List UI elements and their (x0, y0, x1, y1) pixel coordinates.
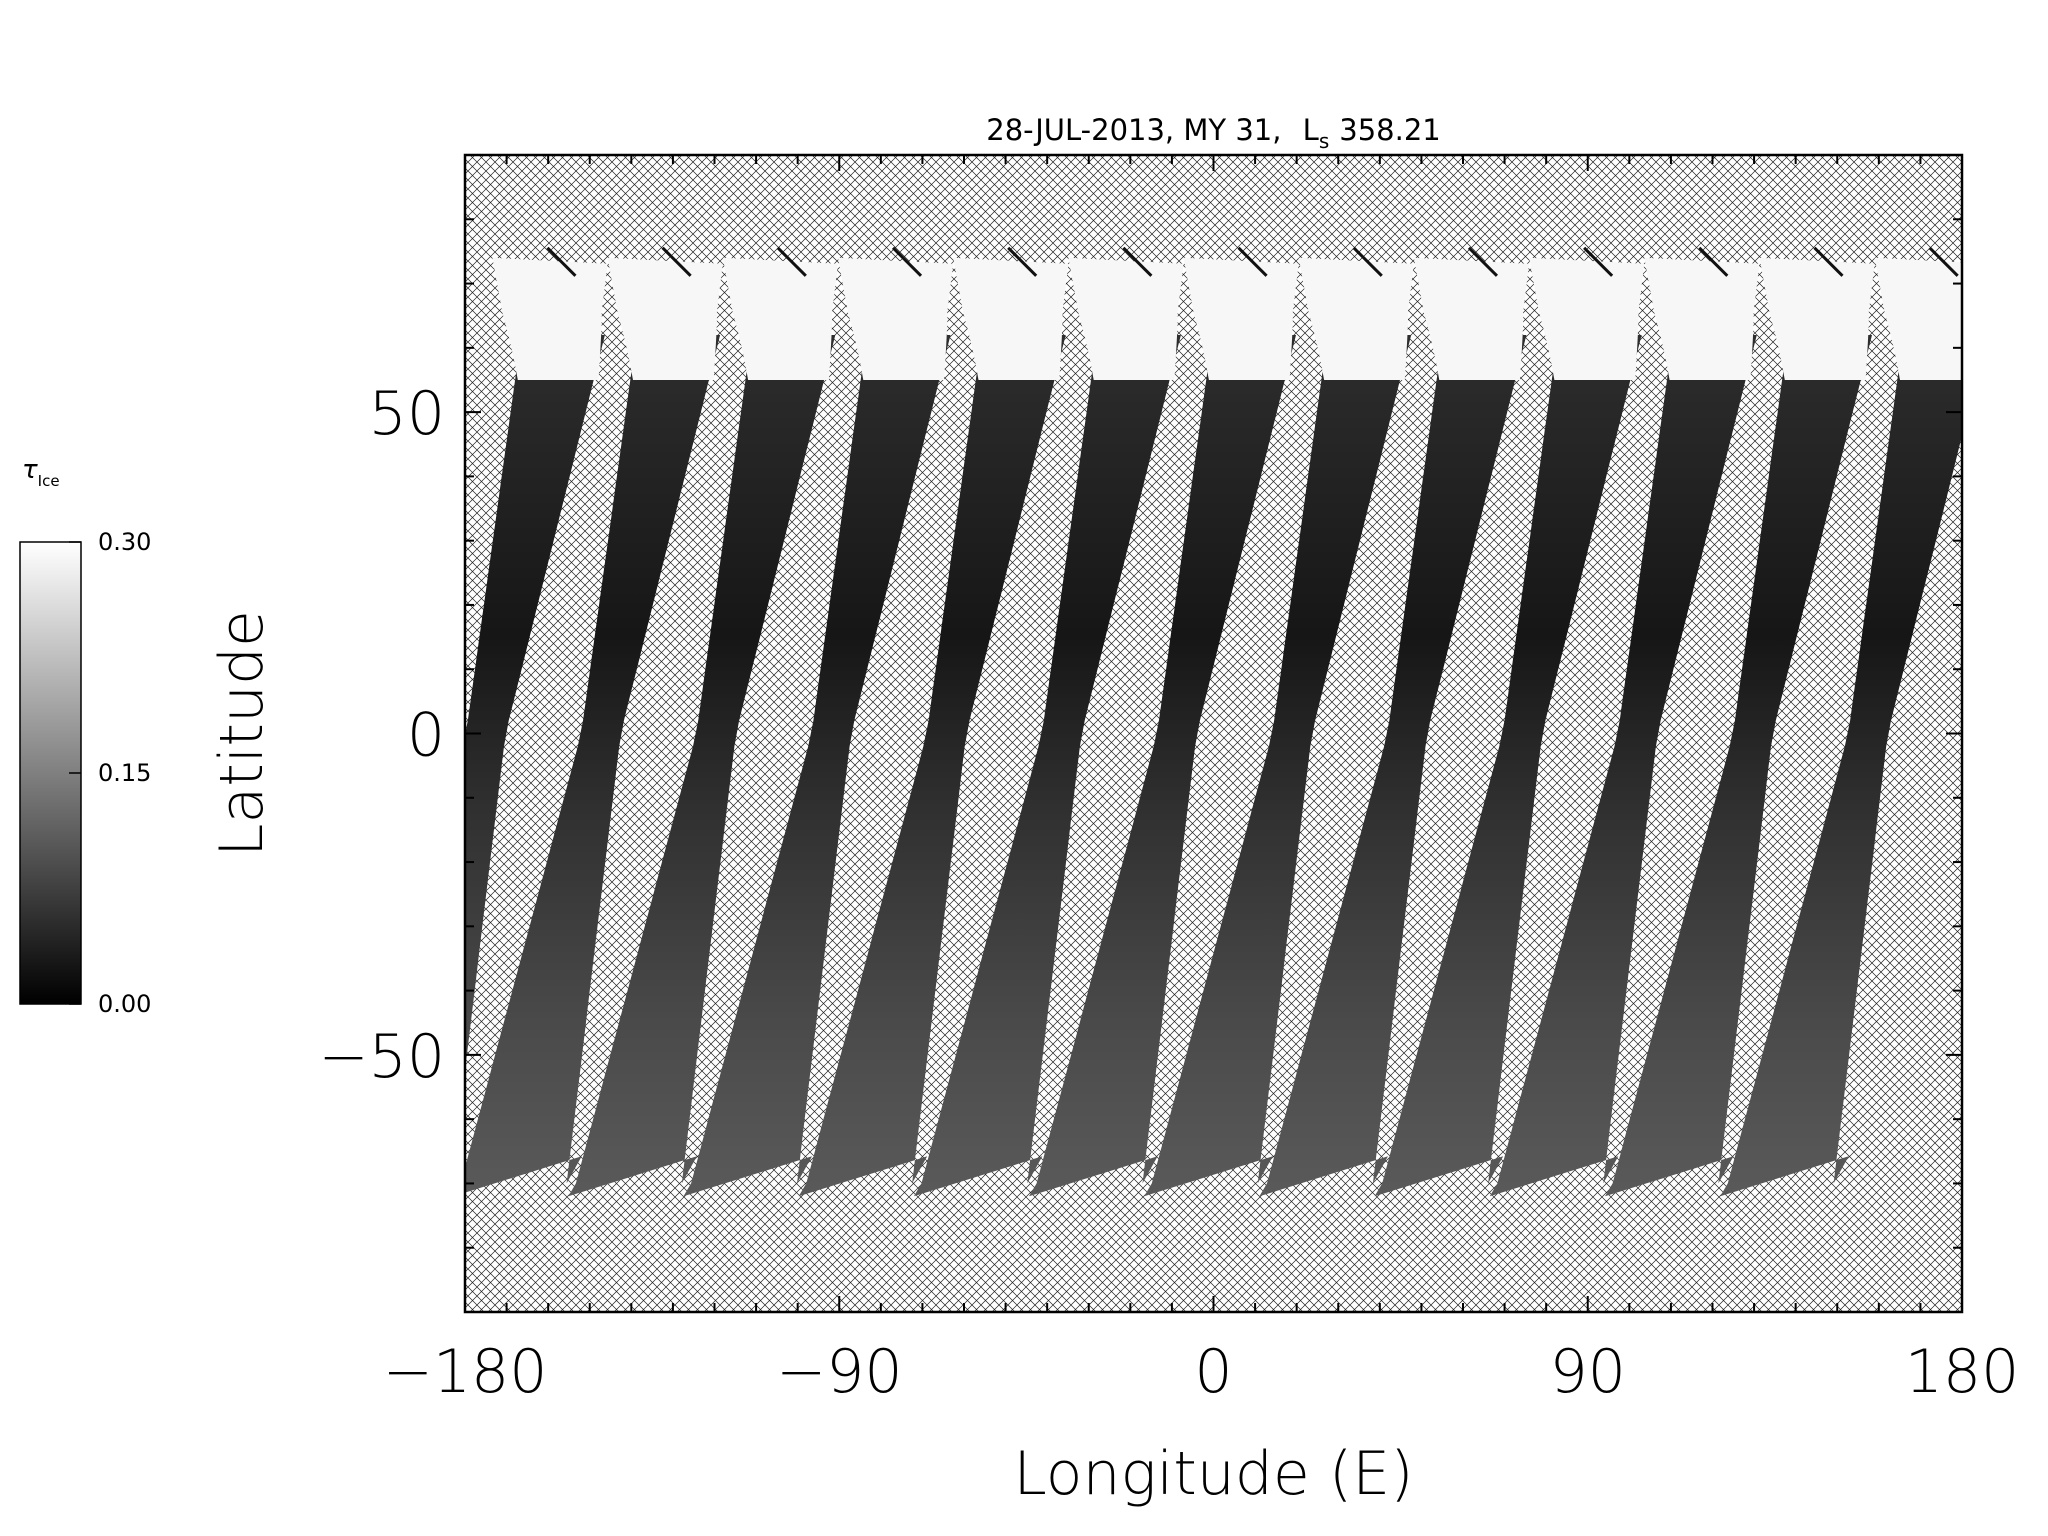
swath (465, 246, 723, 1193)
swath-body (1029, 335, 1296, 1197)
chart-title: 28-JUL-2013, MY 31, Ls 358.21 (986, 113, 1440, 153)
swath-polar-cap (1068, 257, 1184, 380)
swath-body (798, 335, 1066, 1197)
swath (683, 246, 954, 1197)
swath-edge-mark (891, 246, 923, 277)
x-tick-label: −90 (776, 1337, 903, 1407)
swath-body (1144, 335, 1412, 1197)
x-tick-label: 0 (1194, 1337, 1232, 1407)
swath-body (465, 335, 605, 1159)
swath-polar-cap (953, 257, 1069, 380)
colorbar-tick-label: 0.30 (98, 528, 151, 556)
swath-body (465, 335, 721, 1193)
chart-title-ls-subscript: s (1319, 129, 1329, 153)
swath-edge-mark (1813, 246, 1844, 277)
swath-polar-cap (1874, 257, 1962, 380)
swath-edge-mark (546, 246, 577, 277)
swath-edge-mark (1583, 246, 1614, 277)
swath-body (568, 335, 836, 1197)
swath-polar-cap (1298, 257, 1414, 380)
chart-title-ls-value: 358.21 (1339, 113, 1440, 147)
colorbar-label-subscript: Ice (38, 472, 60, 490)
swath-body (1489, 335, 1757, 1197)
swath (568, 246, 838, 1197)
swath (1489, 246, 1760, 1197)
y-tick-label: 0 (407, 701, 445, 771)
swath (1259, 246, 1530, 1197)
colorbar-label-symbol: τ (22, 455, 38, 485)
swath-edge-mark (1352, 246, 1383, 277)
swath-edge-mark (1467, 246, 1498, 277)
swath-body (1605, 335, 1872, 1197)
colorbar-label: τIce (22, 455, 60, 490)
swath-polar-cap (1529, 257, 1645, 380)
chart-title-ls-symbol: L (1303, 113, 1319, 147)
x-tick-label: −180 (383, 1337, 548, 1407)
colorbar: τIce 0.00 0.15 0.30 (19, 455, 151, 1018)
y-tick-label: 50 (369, 379, 445, 449)
swath-edge-mark (1122, 246, 1153, 277)
swath-body (913, 335, 1181, 1197)
swath (1605, 246, 1875, 1197)
swaths-layer (465, 246, 1962, 1197)
swath-edge-mark (1698, 246, 1729, 277)
swath-polar-cap (1183, 257, 1299, 380)
swath-body (1720, 335, 1962, 1197)
swath-edge-mark (1007, 246, 1038, 277)
colorbar-tick-label: 0.00 (98, 990, 151, 1018)
swath-polar-cap (838, 257, 954, 380)
swath (798, 246, 1069, 1197)
swath-body (1374, 335, 1642, 1197)
swath-edge-mark (661, 246, 692, 277)
swath (1144, 246, 1414, 1197)
swath (913, 246, 1184, 1197)
x-tick-label: 180 (1905, 1337, 2020, 1407)
swath-body (683, 335, 951, 1197)
swath (1029, 246, 1299, 1197)
y-tick-label: −50 (318, 1022, 445, 1092)
colorbar-tick-label: 0.15 (98, 759, 151, 787)
x-axis-label: Longitude (E) (1013, 1439, 1413, 1509)
swath-polar-cap (1413, 257, 1530, 380)
swath-edge-mark (1928, 246, 1959, 277)
y-axis-label: Latitude (207, 610, 277, 857)
x-tick-label: 90 (1550, 1337, 1626, 1407)
swath (1374, 246, 1645, 1197)
chart-title-date: 28-JUL-2013, MY 31, (986, 113, 1281, 147)
swath (465, 246, 608, 1159)
swath-edge-mark (1237, 246, 1268, 277)
swath (1720, 246, 1962, 1197)
colorbar-ticks: 0.00 0.15 0.30 (69, 528, 151, 1018)
swath-polar-cap (1644, 257, 1760, 380)
swath-polar-cap (1759, 257, 1875, 380)
swath-polar-cap (607, 257, 723, 380)
axis-ticks: −180 −90 0 90 180 −50 0 50 (318, 154, 2020, 1407)
swath-edge-mark (776, 246, 807, 277)
swath-polar-cap (722, 257, 838, 380)
swath-polar-cap (492, 257, 608, 380)
swath-body (1259, 335, 1527, 1197)
